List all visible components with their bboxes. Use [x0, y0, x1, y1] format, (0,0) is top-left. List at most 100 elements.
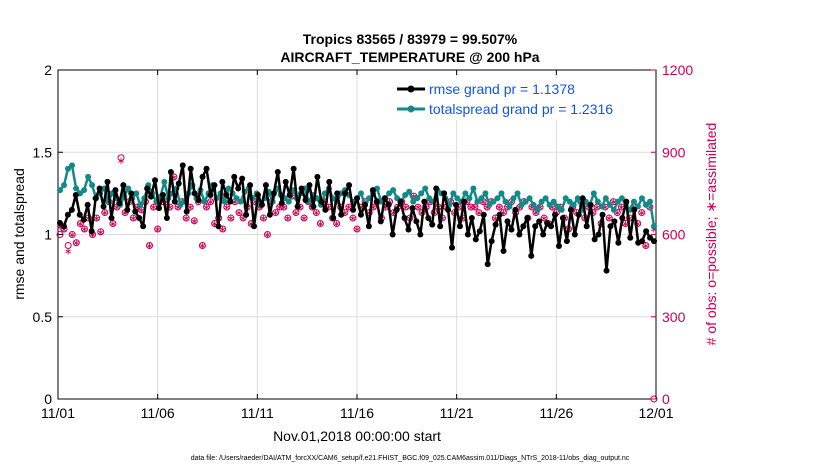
- rmse-point: [223, 192, 230, 199]
- y-right-tick-label: 0: [662, 391, 670, 407]
- rmse-point: [96, 185, 103, 192]
- rmse-point: [441, 190, 448, 197]
- rmse-point: [559, 215, 566, 222]
- y-left-tick-label: 0.5: [33, 309, 53, 325]
- totalspread-point: [538, 198, 545, 205]
- rmse-point: [583, 223, 590, 230]
- obs-assimilated-point: ∗: [117, 156, 125, 167]
- totalspread-point: [237, 198, 244, 205]
- rmse-point: [409, 205, 416, 212]
- rmse-point: [373, 198, 380, 205]
- rmse-point: [88, 228, 95, 235]
- rmse-point: [314, 173, 321, 180]
- obs-possible-point: [219, 225, 227, 233]
- rmse-point: [587, 201, 594, 208]
- obs-assimilated-point: ∗: [198, 241, 206, 252]
- rmse-point: [282, 178, 289, 185]
- rmse-point: [377, 218, 384, 225]
- obs-possible-point: [235, 209, 243, 217]
- rmse-point: [393, 206, 400, 213]
- rmse-point: [243, 211, 250, 218]
- obs-assimilated-point: ∗: [271, 208, 279, 219]
- obs-possible-point: [56, 231, 64, 238]
- obs-assimilated-point: ∗: [202, 203, 210, 214]
- obs-assimilated-point: ∗: [190, 216, 198, 227]
- totalspread-point: [386, 190, 393, 197]
- rmse-point: [199, 173, 206, 180]
- obs-assimilated-point: ∗: [76, 219, 84, 230]
- obs-assimilated-point: ∗: [284, 214, 292, 225]
- obs-possible-point: [259, 214, 267, 222]
- obs-possible-point: [349, 214, 357, 222]
- totalspread-point: [490, 198, 497, 205]
- totalspread-point: [81, 187, 88, 194]
- totalspread-point: [201, 198, 208, 205]
- totalspread-point: [73, 185, 80, 192]
- obs-assimilated-point: ∗: [438, 214, 446, 225]
- legend-spread-marker: [407, 105, 415, 113]
- rmse-point: [449, 244, 456, 251]
- obs-assimilated-point: ∗: [68, 230, 76, 241]
- totalspread-point: [137, 201, 144, 208]
- rmse-point: [175, 180, 182, 187]
- totalspread-point: [358, 190, 365, 197]
- rmse-point: [369, 187, 376, 194]
- obs-assimilated-point: ∗: [548, 203, 556, 214]
- obs-assimilated-point: ∗: [64, 246, 72, 257]
- obs-assimilated-point: ∗: [381, 203, 389, 214]
- totalspread-point: [466, 195, 473, 202]
- totalspread-point: [233, 195, 240, 202]
- x-tick-label: 11/26: [539, 405, 573, 421]
- obs-possible-point: [272, 209, 280, 217]
- totalspread-point: [177, 201, 184, 208]
- obs-assimilated-point: ∗: [332, 219, 340, 230]
- obs-assimilated-point: ∗: [642, 241, 650, 252]
- rmse-point: [464, 231, 471, 238]
- rmse-point: [579, 195, 586, 202]
- rmse-point: [544, 219, 551, 226]
- rmse-point: [619, 215, 626, 222]
- obs-possible-point: [292, 209, 300, 217]
- obs-possible-point: [97, 228, 105, 236]
- obs-assimilated-point: ∗: [263, 230, 271, 241]
- obs-assimilated-point: ∗: [341, 208, 349, 219]
- totalspread-point: [61, 182, 68, 189]
- obs-assimilated-point: ∗: [80, 225, 88, 236]
- rmse-point: [152, 177, 159, 184]
- rmse-point: [361, 201, 368, 208]
- rmse-point: [651, 238, 658, 245]
- totalspread-point: [558, 206, 565, 213]
- totalspread-point: [630, 198, 637, 205]
- obs-possible-point: [353, 225, 361, 233]
- obs-assimilated-point: ∗: [479, 197, 487, 208]
- obs-assimilated-point: ∗: [613, 208, 621, 219]
- totalspread-point: [598, 203, 605, 210]
- rmse-point: [278, 200, 285, 207]
- obs-possible-point: [68, 231, 76, 238]
- rmse-point: [183, 208, 190, 215]
- totalspread-point: [418, 190, 425, 197]
- rmse-point: [508, 226, 515, 233]
- obs-assimilated-point: ∗: [516, 203, 524, 214]
- obs-assimilated-point: ∗: [170, 172, 178, 183]
- rmse-point: [563, 238, 570, 245]
- obs-possible-point: [198, 241, 206, 249]
- totalspread-point: [410, 198, 417, 205]
- rmse-point: [251, 223, 258, 230]
- rmse-point: [140, 223, 147, 230]
- rmse-point: [381, 195, 388, 202]
- rmse-point: [520, 223, 527, 230]
- x-tick-label: 12/01: [638, 405, 673, 421]
- totalspread-point: [614, 198, 621, 205]
- rmse-point: [385, 201, 392, 208]
- rmse-point: [116, 200, 123, 207]
- obs-assimilated-point: ∗: [231, 197, 239, 208]
- x-axis-ticks: 11/01 11/06 11/11 11/16 11/21 11/26 12/01: [41, 70, 674, 421]
- obs-assimilated-point: ∗: [153, 225, 161, 236]
- y-left-tick-label: 0: [44, 391, 52, 407]
- rmse-point: [294, 203, 301, 210]
- totalspread-point: [554, 203, 561, 210]
- obs-assimilated-point: ∗: [593, 203, 601, 214]
- rmse-point: [163, 215, 170, 222]
